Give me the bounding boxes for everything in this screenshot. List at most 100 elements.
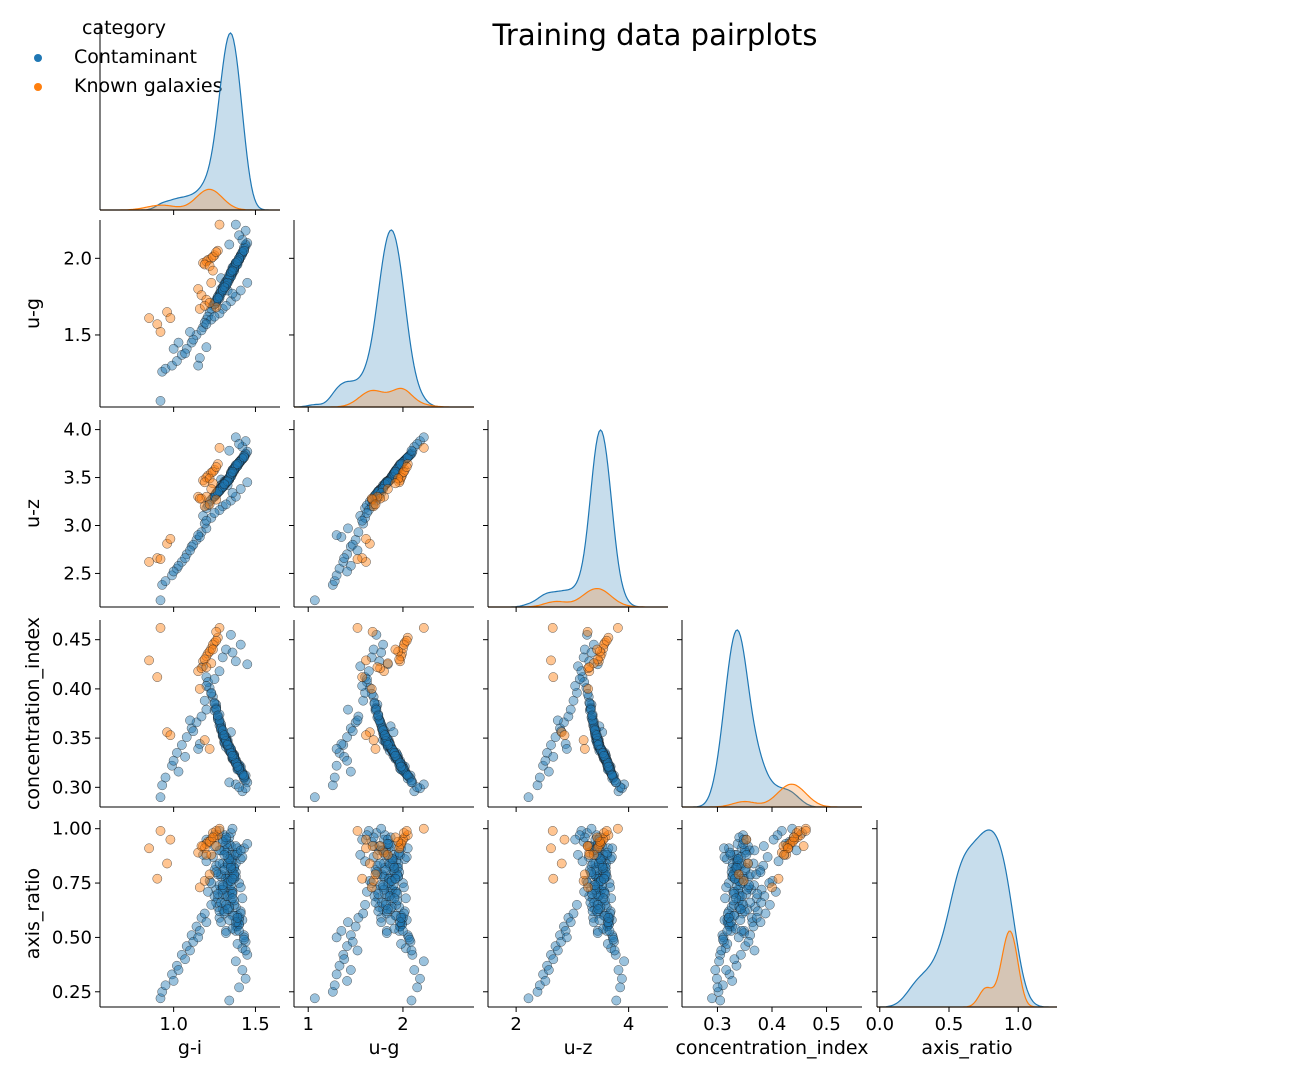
- point-known-galaxies: [548, 873, 559, 884]
- point-contaminant: [412, 982, 423, 993]
- point-known-galaxies: [583, 684, 593, 694]
- point-known-galaxies: [399, 466, 409, 477]
- point-contaminant: [418, 432, 429, 443]
- point-known-galaxies: [199, 501, 210, 512]
- x-tick-label: 2: [510, 1014, 521, 1035]
- point-contaminant: [234, 230, 244, 241]
- point-known-galaxies: [584, 849, 595, 860]
- point-contaminant: [219, 730, 230, 741]
- point-contaminant: [552, 945, 563, 956]
- point-known-galaxies: [582, 626, 593, 637]
- point-known-galaxies: [357, 672, 368, 682]
- point-contaminant: [155, 993, 166, 1004]
- point-known-galaxies: [372, 662, 383, 673]
- point-contaminant: [221, 499, 231, 510]
- point-contaminant: [611, 995, 622, 1006]
- point-contaminant: [201, 704, 212, 715]
- point-known-galaxies: [382, 849, 393, 860]
- point-known-galaxies: [199, 477, 210, 488]
- point-known-galaxies: [390, 644, 401, 655]
- point-contaminant: [331, 932, 342, 943]
- point-contaminant: [736, 904, 746, 915]
- x-axis-label-axis-ratio: axis_ratio: [921, 1037, 1012, 1059]
- point-known-galaxies: [357, 873, 368, 884]
- point-contaminant: [362, 508, 372, 518]
- x-tick-label: 1.5: [241, 1014, 270, 1035]
- point-known-galaxies: [370, 499, 381, 510]
- point-known-galaxies: [382, 658, 393, 669]
- point-contaminant: [587, 715, 598, 726]
- point-known-galaxies: [196, 663, 207, 674]
- point-contaminant: [615, 782, 626, 793]
- y-tick-label: 3.5: [63, 468, 92, 489]
- point-contaminant: [232, 256, 243, 267]
- point-known-galaxies: [601, 635, 612, 646]
- point-contaminant: [234, 982, 244, 993]
- point-contaminant: [615, 982, 626, 993]
- x-tick-label: 0.0: [865, 1014, 894, 1035]
- point-contaminant: [342, 732, 352, 742]
- point-known-galaxies: [155, 623, 166, 633]
- point-contaminant: [155, 396, 166, 406]
- x-tick-label: 4: [623, 1014, 634, 1035]
- point-known-galaxies: [773, 873, 784, 884]
- point-contaminant: [592, 736, 603, 746]
- point-contaminant: [224, 915, 235, 925]
- scatter-panel-concentration-index-vs-g-i: 0.30 0.35 0.40 0.45: [52, 620, 280, 812]
- point-contaminant: [758, 841, 769, 851]
- point-known-galaxies: [767, 882, 777, 893]
- point-contaminant: [389, 893, 400, 904]
- point-known-galaxies: [165, 534, 176, 544]
- point-contaminant: [214, 858, 225, 869]
- point-contaminant: [176, 557, 187, 567]
- point-contaminant: [406, 995, 417, 1006]
- point-known-galaxies: [152, 873, 163, 884]
- point-contaminant: [227, 873, 238, 884]
- point-contaminant: [345, 560, 356, 571]
- point-contaminant: [388, 727, 399, 738]
- point-contaminant: [418, 779, 429, 790]
- point-contaminant: [230, 219, 241, 230]
- point-contaminant: [160, 576, 171, 586]
- point-contaminant: [211, 704, 222, 715]
- x-tick-label: 0.4: [758, 1014, 787, 1035]
- point-known-galaxies: [162, 307, 172, 317]
- point-contaminant: [398, 926, 408, 936]
- point-contaminant: [382, 740, 393, 750]
- point-contaminant: [603, 761, 614, 772]
- point-contaminant: [369, 698, 380, 709]
- point-known-galaxies: [382, 484, 393, 494]
- point-contaminant: [710, 965, 721, 975]
- point-contaminant: [347, 539, 358, 550]
- point-known-galaxies: [352, 623, 363, 633]
- point-known-galaxies: [144, 313, 154, 323]
- point-contaminant: [240, 973, 251, 984]
- point-known-galaxies: [352, 826, 363, 836]
- point-contaminant: [212, 889, 223, 899]
- point-contaminant: [331, 760, 342, 771]
- point-contaminant: [382, 477, 393, 488]
- point-known-galaxies: [370, 869, 381, 880]
- point-contaminant: [185, 715, 195, 726]
- point-known-galaxies: [579, 869, 590, 880]
- point-known-galaxies: [201, 849, 212, 860]
- point-contaminant: [363, 666, 374, 677]
- pairplot-panels: 1.5 2.0 2.5 3.0 3.5 4.0 0.30 0.35 0.40 0.45 1.0 1.5…: [22, 23, 1057, 1059]
- point-contaminant: [339, 553, 350, 563]
- point-contaminant: [540, 976, 551, 986]
- point-known-galaxies: [398, 643, 408, 654]
- point-known-galaxies: [211, 494, 222, 505]
- point-contaminant: [227, 893, 238, 904]
- point-known-galaxies: [152, 672, 163, 682]
- point-known-galaxies: [206, 849, 217, 860]
- point-contaminant: [185, 945, 195, 956]
- point-known-galaxies: [144, 557, 154, 567]
- point-known-galaxies: [547, 826, 558, 836]
- point-contaminant: [538, 760, 548, 771]
- point-contaminant: [552, 715, 563, 726]
- point-contaminant: [415, 973, 425, 984]
- point-contaminant: [347, 936, 358, 947]
- point-contaminant: [188, 726, 199, 737]
- point-known-galaxies: [155, 327, 166, 337]
